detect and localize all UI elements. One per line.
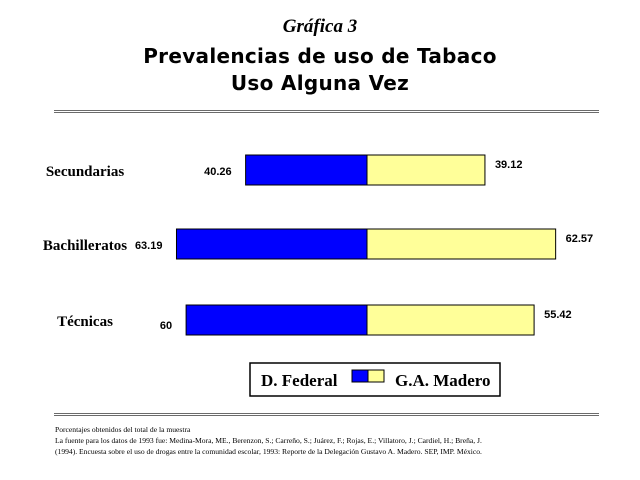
footnotes: Porcentajes obtenidos del total de la mu… xyxy=(55,424,615,457)
category-label: Secundarias xyxy=(46,164,125,180)
bar-ga-madero xyxy=(366,154,486,186)
top-divider xyxy=(54,110,599,113)
sample-note: Porcentajes obtenidos del total de la mu… xyxy=(55,425,191,434)
bar-d-federal xyxy=(175,228,368,260)
chart-title-block: Prevalencias de uso de Tabaco Uso Alguna… xyxy=(0,43,640,97)
bar-d-federal xyxy=(245,154,368,186)
legend-label-d-federal: D. Federal xyxy=(261,371,338,390)
category-label: Bachilleratos xyxy=(43,238,127,254)
source-line-1: La fuente para los datos de 1993 fue: Me… xyxy=(55,436,482,445)
data-label-ga-madero: 39.12 xyxy=(495,159,523,171)
legend-label-ga-madero: G.A. Madero xyxy=(395,371,491,390)
figure-label: Gráfica 3 xyxy=(282,16,358,37)
bar-ga-madero xyxy=(366,228,557,260)
legend-swatch-d-federal xyxy=(351,369,369,383)
chart-title: Prevalencias de uso de Tabaco xyxy=(143,44,497,68)
source-line-2: (1994). Encuesta sobre el uso de drogas … xyxy=(55,447,482,456)
bar-ga-madero xyxy=(366,304,535,336)
legend-swatch-ga-madero xyxy=(367,369,385,383)
data-label-d-federal: 40.26 xyxy=(204,166,232,178)
bar-d-federal xyxy=(185,304,368,336)
data-label-ga-madero: 55.42 xyxy=(544,309,572,321)
chart-subtitle: Uso Alguna Vez xyxy=(230,71,410,95)
data-label-ga-madero: 62.57 xyxy=(566,233,594,245)
data-label-d-federal: 60 xyxy=(160,320,172,332)
data-label-d-federal: 63.19 xyxy=(135,240,163,252)
category-label: Técnicas xyxy=(57,314,113,330)
bottom-divider xyxy=(54,413,599,416)
